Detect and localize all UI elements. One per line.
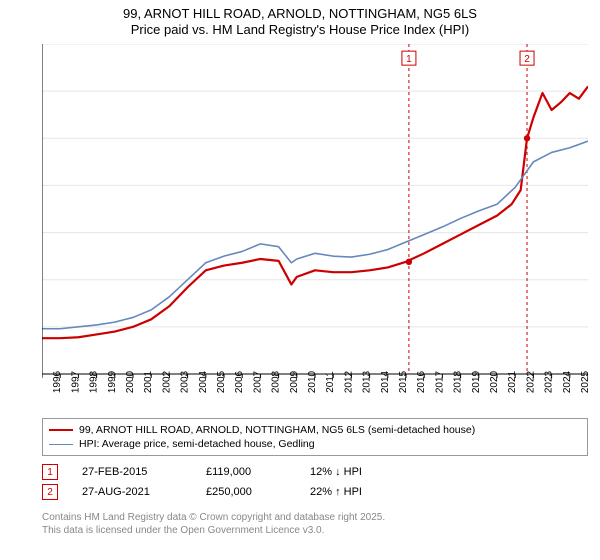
legend-item: 99, ARNOT HILL ROAD, ARNOLD, NOTTINGHAM,…: [49, 423, 581, 437]
legend-swatch: [49, 429, 73, 431]
chart-container: 99, ARNOT HILL ROAD, ARNOLD, NOTTINGHAM,…: [0, 0, 600, 560]
annotation-row: 1 27-FEB-2015 £119,000 12% ↓ HPI: [42, 464, 588, 480]
footer-line1: Contains HM Land Registry data © Crown c…: [42, 512, 588, 525]
annotation-delta: 12% ↓ HPI: [310, 466, 362, 478]
chart-plot-area: £0£50K£100K£150K£200K£250K£300K£350K1995…: [42, 44, 588, 394]
annotation-marker: 2: [42, 484, 58, 500]
annotation-price: £119,000: [206, 466, 286, 478]
svg-text:2: 2: [524, 54, 530, 65]
legend: 99, ARNOT HILL ROAD, ARNOLD, NOTTINGHAM,…: [42, 418, 588, 456]
annotation-date: 27-AUG-2021: [82, 486, 182, 498]
legend-label: HPI: Average price, semi-detached house,…: [79, 437, 315, 451]
title-address: 99, ARNOT HILL ROAD, ARNOLD, NOTTINGHAM,…: [0, 6, 600, 22]
title-subtitle: Price paid vs. HM Land Registry's House …: [0, 22, 600, 38]
legend-swatch: [49, 444, 73, 445]
annotation-date: 27-FEB-2015: [82, 466, 182, 478]
annotation-table: 1 27-FEB-2015 £119,000 12% ↓ HPI 2 27-AUG-202…: [42, 460, 588, 504]
annotation-delta: 22% ↑ HPI: [310, 486, 362, 498]
annotation-row: 2 27-AUG-2021 £250,000 22% ↑ HPI: [42, 484, 588, 500]
footer-attribution: Contains HM Land Registry data © Crown c…: [42, 512, 588, 537]
annotation-price: £250,000: [206, 486, 286, 498]
annotation-marker: 1: [42, 464, 58, 480]
footer-line2: This data is licensed under the Open Gov…: [42, 525, 588, 538]
legend-item: HPI: Average price, semi-detached house,…: [49, 437, 581, 451]
legend-label: 99, ARNOT HILL ROAD, ARNOLD, NOTTINGHAM,…: [79, 423, 475, 437]
svg-text:1: 1: [406, 54, 412, 65]
chart-title: 99, ARNOT HILL ROAD, ARNOLD, NOTTINGHAM,…: [0, 0, 600, 37]
